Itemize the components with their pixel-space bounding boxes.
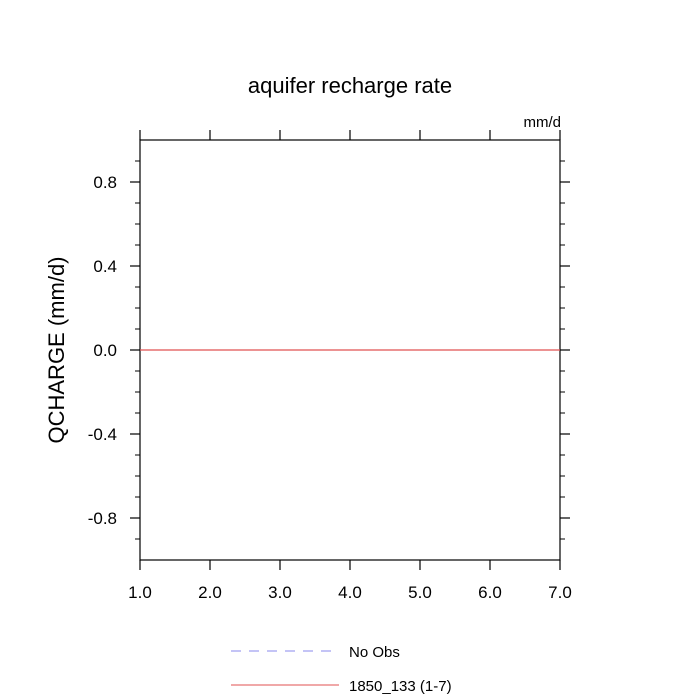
legend-label-no-obs: No Obs bbox=[349, 644, 400, 661]
x-tick-label: 3.0 bbox=[268, 583, 292, 602]
units-label: mm/d bbox=[524, 114, 562, 131]
x-tick-label: 4.0 bbox=[338, 583, 362, 602]
y-tick-label: 0.4 bbox=[93, 257, 117, 276]
x-tick-label: 1.0 bbox=[128, 583, 152, 602]
y-tick-label: 0.8 bbox=[93, 173, 117, 192]
x-tick-label: 5.0 bbox=[408, 583, 432, 602]
x-tick-label: 6.0 bbox=[478, 583, 502, 602]
x-axis-ticks: 1.0 2.0 3.0 4.0 5.0 6.0 7.0 bbox=[128, 130, 572, 602]
y-tick-label: -0.4 bbox=[88, 425, 117, 444]
chart-title: aquifer recharge rate bbox=[248, 73, 452, 98]
y-axis-ticks: 0.8 0.4 0.0 -0.4 -0.8 bbox=[88, 173, 570, 528]
y-axis-label: QCHARGE (mm/d) bbox=[44, 257, 69, 444]
legend: No Obs 1850_133 (1-7) bbox=[231, 644, 452, 695]
minor-ticks bbox=[135, 160, 565, 540]
y-tick-label: -0.8 bbox=[88, 509, 117, 528]
y-tick-label: 0.0 bbox=[93, 341, 117, 360]
x-tick-label: 7.0 bbox=[548, 583, 572, 602]
legend-label-1850-133: 1850_133 (1-7) bbox=[349, 678, 452, 695]
x-tick-label: 2.0 bbox=[198, 583, 222, 602]
